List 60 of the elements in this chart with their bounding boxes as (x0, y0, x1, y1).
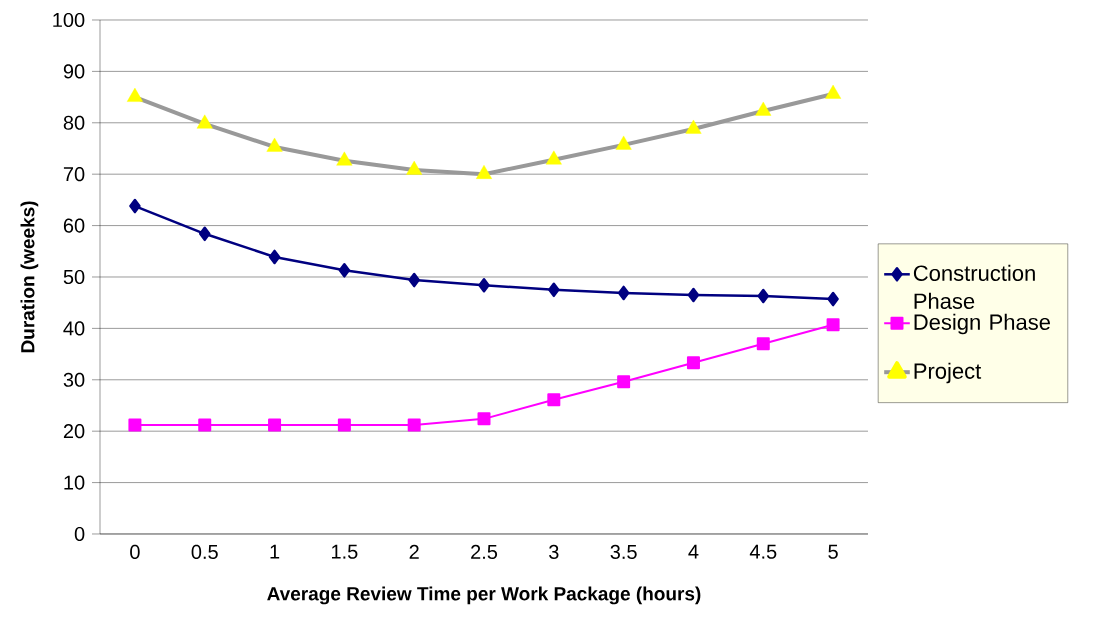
point (687, 287, 700, 303)
legend-label: Project (914, 362, 982, 384)
x-tick-label: 4 (688, 544, 699, 559)
point (756, 337, 770, 351)
y-axis-title: Duration (weeks) (20, 201, 39, 353)
point (617, 285, 630, 301)
point (336, 151, 353, 166)
point (547, 393, 561, 407)
x-tick-label: 1 (270, 544, 280, 559)
legend-label: Construction Phase (913, 264, 1035, 309)
x-tick-label: 2 (409, 544, 419, 559)
y-tick-label: 40 (63, 321, 85, 336)
y-tick-label: 50 (63, 269, 85, 285)
x-tick-label: 2.5 (471, 544, 498, 559)
point (266, 137, 283, 152)
point (827, 291, 839, 307)
point (196, 114, 213, 129)
point (755, 101, 772, 116)
point (268, 249, 281, 265)
x-tick-label: 5 (828, 544, 838, 559)
y-tick-label: 60 (63, 218, 85, 233)
point (406, 160, 423, 175)
point (478, 277, 490, 293)
y-tick-label: 70 (63, 167, 85, 182)
point (685, 119, 702, 134)
legend-label: Design Phase (914, 313, 1050, 335)
y-tick-label: 0 (74, 526, 85, 542)
x-tick-label: 3 (549, 544, 559, 559)
x-tick-label: 0.5 (191, 544, 218, 559)
point (126, 87, 143, 102)
point (825, 84, 842, 99)
point (337, 418, 351, 432)
point (757, 288, 770, 304)
y-tick-label: 90 (63, 64, 85, 79)
x-axis-title: Average Review Time per Work Package (hours) (267, 586, 701, 605)
point (826, 318, 840, 332)
x-tick-label: 3.5 (610, 544, 637, 559)
point (617, 375, 631, 389)
point (198, 418, 212, 432)
y-tick-label: 10 (64, 475, 85, 490)
point (615, 135, 632, 150)
point (686, 356, 700, 370)
y-tick-label: 100 (53, 12, 85, 28)
point (408, 272, 420, 288)
point (129, 198, 141, 214)
y-tick-label: 80 (63, 115, 85, 130)
y-tick-label: 30 (63, 372, 85, 387)
point (338, 263, 351, 278)
point (198, 226, 211, 242)
point (477, 412, 491, 426)
y-tick-label: 20 (63, 424, 85, 439)
point (128, 418, 142, 432)
point (268, 418, 282, 432)
point (548, 282, 560, 298)
x-tick-label: 4.5 (749, 544, 777, 559)
point (545, 150, 562, 165)
point (476, 164, 492, 179)
point (407, 418, 421, 432)
x-tick-label: 1.5 (331, 544, 358, 559)
x-tick-label: 0 (130, 544, 140, 559)
